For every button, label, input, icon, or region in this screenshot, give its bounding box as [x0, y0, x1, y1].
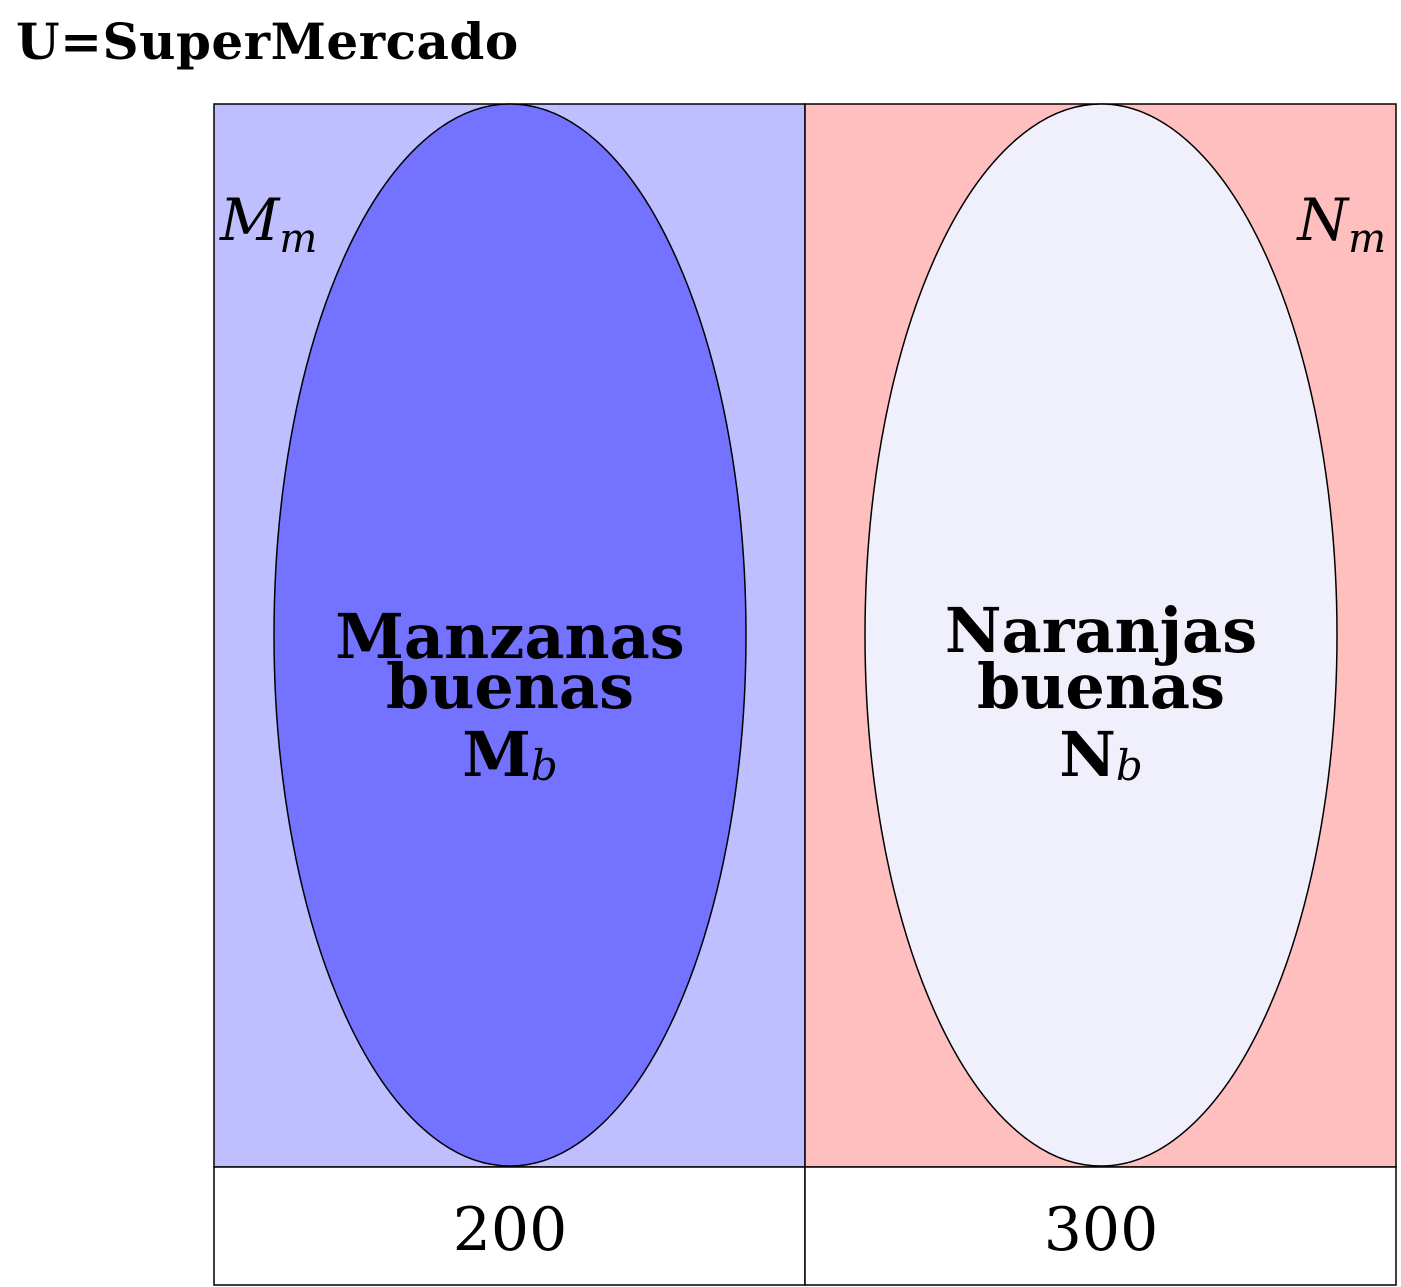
- bad-oranges-subscript: m: [1348, 216, 1386, 262]
- good-oranges-line1: Naranjas: [945, 594, 1257, 667]
- good-apples-symbol: Mb: [462, 718, 558, 791]
- bad-apples-label: Mm: [219, 186, 317, 262]
- bad-apples-subscript: m: [279, 216, 317, 262]
- good-apples-ellipse: [273, 103, 747, 1167]
- good-oranges-line2: buenas: [977, 650, 1225, 723]
- oranges-count: 300: [1044, 1195, 1159, 1265]
- good-apples-line1: Manzanas: [335, 600, 684, 673]
- apples-section: Mm Manzanas buenas Mb 200: [213, 103, 806, 1286]
- good-oranges-ellipse: [864, 103, 1338, 1167]
- oranges-count-cell: [804, 1166, 1397, 1286]
- good-oranges-subscript: b: [1116, 741, 1143, 790]
- apples-count: 200: [453, 1195, 568, 1265]
- good-apples-line2: buenas: [386, 650, 634, 723]
- good-oranges-symbol: Nb: [1059, 718, 1143, 791]
- bad-oranges-label: Nm: [1295, 186, 1386, 262]
- good-apples-subscript: b: [531, 741, 558, 790]
- oranges-section: Nm Naranjas buenas Nb 300: [804, 103, 1397, 1286]
- page-title: U=SuperMercado: [16, 12, 519, 71]
